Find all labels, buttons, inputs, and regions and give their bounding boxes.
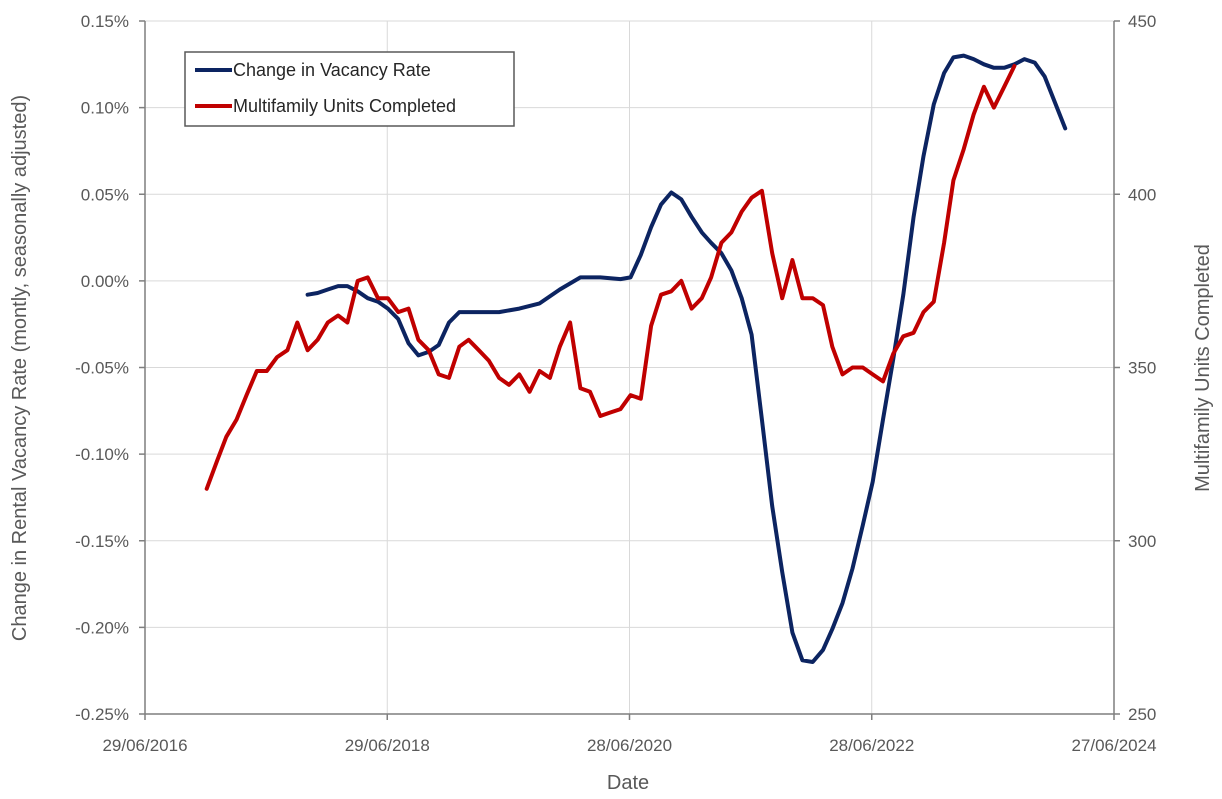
right-tick-label: 350 xyxy=(1128,359,1156,378)
left-tick-label: 0.00% xyxy=(81,272,129,291)
x-tick-label: 29/06/2018 xyxy=(345,736,430,755)
left-tick-label: -0.25% xyxy=(75,705,129,724)
left-tick-label: -0.20% xyxy=(75,618,129,637)
x-tick-label: 28/06/2022 xyxy=(829,736,914,755)
left-tick-label: -0.15% xyxy=(75,532,129,551)
legend-label-vacancy: Change in Vacancy Rate xyxy=(233,60,431,80)
x-axis-title: Date xyxy=(607,772,649,794)
left-tick-label: -0.10% xyxy=(75,445,129,464)
legend: Change in Vacancy Rate Multifamily Units… xyxy=(184,51,515,127)
tick-labels: 0.15% 0.10% 0.05% 0.00% -0.05% -0.10% -0.15% -0… xyxy=(75,12,1156,755)
left-tick-label: 0.10% xyxy=(81,99,129,118)
right-tick-label: 250 xyxy=(1128,705,1156,724)
legend-label-multifamily: Multifamily Units Completed xyxy=(233,96,456,116)
legend-box xyxy=(184,51,515,127)
left-tick-label: 0.15% xyxy=(81,12,129,31)
series xyxy=(204,53,1068,664)
x-tick-label: 28/06/2020 xyxy=(587,736,672,755)
left-tick-label: 0.05% xyxy=(81,185,129,204)
left-tick-label: -0.05% xyxy=(75,359,129,378)
right-tick-label: 300 xyxy=(1128,532,1156,551)
series-line-multifamily-units xyxy=(204,64,1017,491)
left-axis-title: Change in Rental Vacancy Rate (montly, s… xyxy=(9,95,31,641)
series-line-vacancy-rate xyxy=(305,53,1068,664)
x-tick-label: 27/06/2024 xyxy=(1071,736,1156,755)
right-tick-label: 450 xyxy=(1128,12,1156,31)
x-tick-label: 29/06/2016 xyxy=(102,736,187,755)
right-tick-label: 400 xyxy=(1128,185,1156,204)
right-axis-title: Multifamily Units Completed xyxy=(1192,244,1214,492)
